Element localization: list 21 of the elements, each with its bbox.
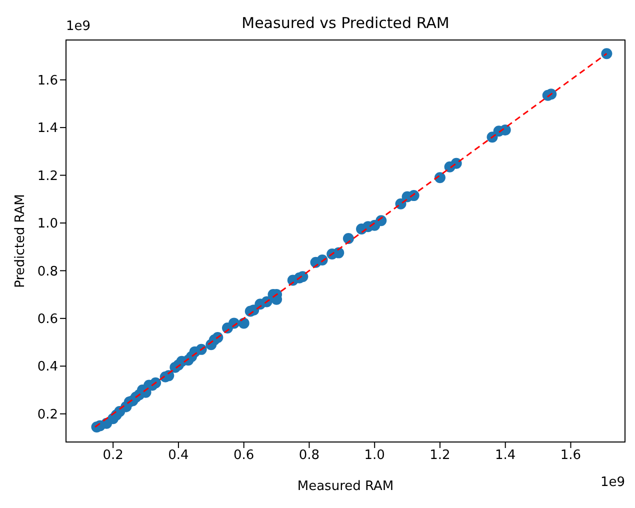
y-tick-label: 1.2 bbox=[37, 168, 58, 184]
y-tick-label: 0.6 bbox=[37, 312, 58, 328]
x-tick-label: 0.2 bbox=[102, 448, 124, 464]
text: 1e9 bbox=[66, 19, 91, 34]
y-tick-label: 0.4 bbox=[37, 360, 58, 375]
x-tick-label: 1.2 bbox=[430, 448, 450, 464]
x-tick-label: 1.6 bbox=[560, 448, 582, 464]
text: 1e9 bbox=[600, 475, 625, 490]
chart-title: Measured vs Predicted RAM bbox=[242, 14, 450, 32]
y-tick-label: 1.6 bbox=[37, 73, 58, 88]
x-tick-label: 1.0 bbox=[364, 448, 385, 464]
y-tick-label: 0.8 bbox=[37, 264, 58, 280]
y-axis-title: Predicted RAM bbox=[13, 194, 28, 288]
x-tick-label: 0.4 bbox=[168, 448, 189, 464]
y-tick-label: 1.0 bbox=[37, 216, 58, 232]
x-axis-title: Measured RAM bbox=[297, 479, 394, 494]
y-tick-label: 1.4 bbox=[37, 121, 58, 136]
x-tick-label: 1.4 bbox=[495, 448, 516, 464]
x-tick-label: 0.6 bbox=[233, 448, 254, 464]
x-tick-label: 0.8 bbox=[298, 448, 320, 464]
y-tick-label: 0.2 bbox=[37, 407, 58, 422]
